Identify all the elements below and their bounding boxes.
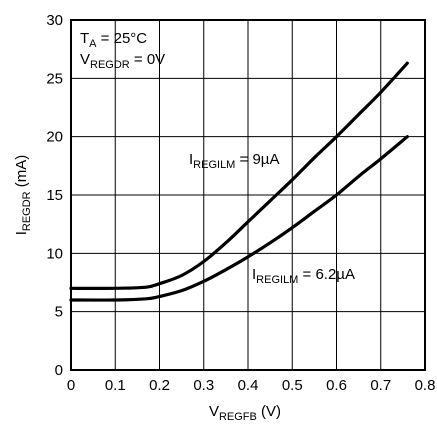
series-label-iregilm-6-2ua: IREGILM = 6.2µA [252, 266, 355, 286]
x-tick-label: 0.1 [105, 377, 126, 394]
x-axis-label: VREGFB (V) [209, 403, 281, 423]
series-label-iregilm-9ua: IREGILM = 9µA [189, 151, 279, 171]
y-tick-label: 5 [55, 304, 63, 321]
y-tick-labels: 0 5 10 15 20 25 30 [46, 12, 63, 379]
y-tick-label: 15 [46, 187, 63, 204]
y-tick-label: 20 [46, 129, 63, 146]
x-tick-label: 0.4 [238, 377, 259, 394]
x-tick-label: 0.5 [282, 377, 303, 394]
curves [69, 61, 409, 302]
y-tick-label: 30 [46, 12, 63, 29]
plot-frame [70, 19, 426, 371]
condition-vregdr: VREGDR = 0V [80, 51, 165, 71]
x-tick-label: 0.2 [149, 377, 170, 394]
x-tick-label: 0.3 [193, 377, 214, 394]
x-tick-label: 0.8 [415, 377, 436, 394]
conditions-legend: TA = 25°C VREGDR = 0V [80, 30, 165, 71]
curve-iregilm-6-2ua [69, 135, 409, 302]
condition-temperature: TA = 25°C [80, 30, 147, 50]
y-tick-label: 0 [55, 362, 63, 379]
x-tick-label: 0.7 [370, 377, 391, 394]
x-tick-label: 0.6 [326, 377, 347, 394]
y-axis-label: IREGDR (mA) [13, 155, 33, 236]
x-tick-label: 0 [67, 377, 75, 394]
grid [70, 19, 426, 371]
y-tick-label: 10 [46, 245, 63, 262]
curve-iregilm-9ua [69, 61, 409, 291]
y-tick-label: 25 [46, 70, 63, 87]
x-tick-labels: 0 0.1 0.2 0.3 0.4 0.5 0.6 0.7 0.8 [67, 377, 436, 394]
